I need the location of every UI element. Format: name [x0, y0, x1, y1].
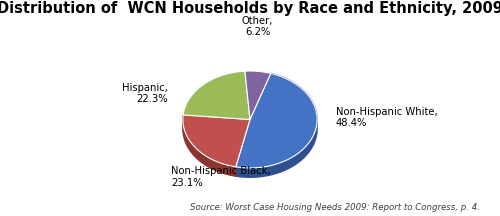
Polygon shape — [236, 73, 317, 177]
Text: Hispanic,
22.3%: Hispanic, 22.3% — [122, 83, 168, 104]
Polygon shape — [236, 73, 317, 168]
Polygon shape — [245, 71, 270, 119]
Text: Non-Hispanic White,
48.4%: Non-Hispanic White, 48.4% — [336, 107, 438, 129]
Polygon shape — [183, 115, 236, 176]
Text: Non-Hispanic Black,
23.1%: Non-Hispanic Black, 23.1% — [171, 167, 270, 188]
Text: Other,
6.2%: Other, 6.2% — [242, 16, 273, 37]
Polygon shape — [183, 115, 250, 167]
Text: Source: Worst Case Housing Needs 2009: Report to Congress, p. 4.: Source: Worst Case Housing Needs 2009: R… — [190, 203, 480, 212]
Polygon shape — [183, 71, 250, 119]
Title: Distribution of  WCN Households by Race and Ethnicity, 2009: Distribution of WCN Households by Race a… — [0, 1, 500, 16]
